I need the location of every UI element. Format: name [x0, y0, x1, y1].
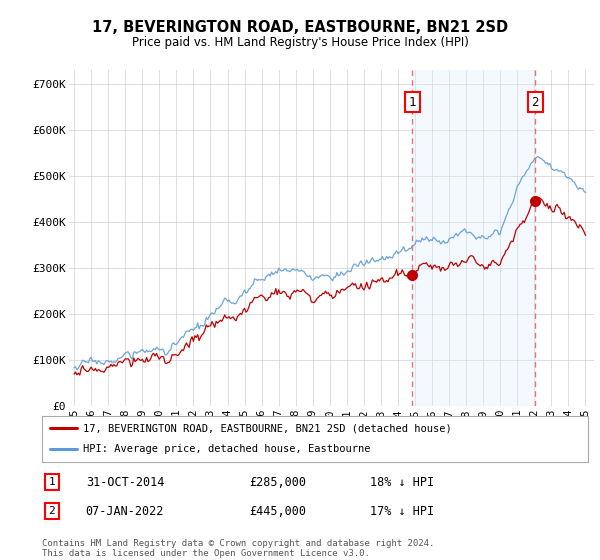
Text: 17, BEVERINGTON ROAD, EASTBOURNE, BN21 2SD: 17, BEVERINGTON ROAD, EASTBOURNE, BN21 2… — [92, 20, 508, 35]
Text: 17% ↓ HPI: 17% ↓ HPI — [370, 505, 434, 517]
Text: Contains HM Land Registry data © Crown copyright and database right 2024.
This d: Contains HM Land Registry data © Crown c… — [42, 539, 434, 558]
Text: 17, BEVERINGTON ROAD, EASTBOURNE, BN21 2SD (detached house): 17, BEVERINGTON ROAD, EASTBOURNE, BN21 2… — [83, 423, 452, 433]
Bar — [412, 70, 535, 406]
Text: 1: 1 — [49, 477, 55, 487]
Text: 1: 1 — [409, 96, 416, 109]
Text: HPI: Average price, detached house, Eastbourne: HPI: Average price, detached house, East… — [83, 445, 370, 455]
Text: £445,000: £445,000 — [250, 505, 307, 517]
Text: 2: 2 — [531, 96, 539, 109]
Text: Price paid vs. HM Land Registry's House Price Index (HPI): Price paid vs. HM Land Registry's House … — [131, 36, 469, 49]
Text: 07-JAN-2022: 07-JAN-2022 — [86, 505, 164, 517]
Text: 2: 2 — [49, 506, 55, 516]
Text: 18% ↓ HPI: 18% ↓ HPI — [370, 475, 434, 488]
Text: 31-OCT-2014: 31-OCT-2014 — [86, 475, 164, 488]
Text: £285,000: £285,000 — [250, 475, 307, 488]
